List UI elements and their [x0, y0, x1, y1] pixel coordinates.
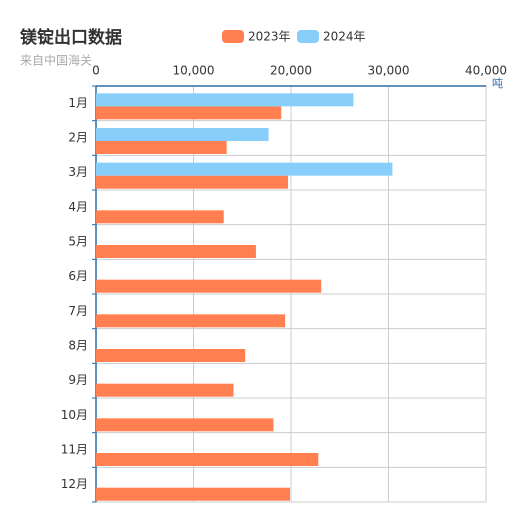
bar	[96, 245, 256, 258]
y-tick-label: 5月	[68, 235, 88, 249]
chart-title: 镁锭出口数据	[20, 27, 122, 48]
y-tick-label: 10月	[61, 408, 88, 422]
bar	[96, 487, 291, 501]
y-tick-label: 8月	[68, 339, 88, 353]
x-tick-label: 20,000	[270, 64, 312, 78]
legend-label: 2023年	[248, 30, 291, 44]
bar	[96, 141, 227, 154]
bar	[96, 314, 286, 328]
bar	[96, 162, 393, 176]
bar	[96, 210, 224, 224]
bar	[96, 93, 354, 107]
bar	[96, 279, 322, 293]
x-tick-label: 10,000	[173, 64, 215, 78]
y-tick-label: 6月	[68, 269, 88, 283]
y-tick-label: 3月	[68, 165, 88, 179]
bar	[96, 453, 319, 466]
y-tick-label: 2月	[68, 131, 88, 145]
y-tick-label: 12月	[61, 477, 88, 491]
y-tick-label: 1月	[68, 96, 88, 110]
x-tick-label: 40,000	[465, 64, 507, 78]
y-tick-label: 11月	[61, 443, 88, 457]
x-tick-label: 0	[92, 64, 100, 78]
legend-swatch	[297, 30, 319, 43]
bar	[96, 175, 289, 189]
bar	[96, 106, 282, 120]
y-tick-label: 7月	[68, 304, 88, 318]
bar	[96, 128, 269, 141]
chart-subtitle: 来自中国海关	[20, 53, 92, 68]
legend-label: 2024年	[323, 30, 366, 44]
y-tick-label: 4月	[68, 200, 88, 214]
x-tick-label: 30,000	[368, 64, 410, 78]
x-axis-label: 吨	[492, 77, 503, 90]
y-tick-label: 9月	[68, 373, 88, 387]
bar	[96, 383, 234, 397]
bar	[96, 349, 246, 362]
legend-swatch	[222, 30, 244, 43]
bar	[96, 418, 274, 432]
